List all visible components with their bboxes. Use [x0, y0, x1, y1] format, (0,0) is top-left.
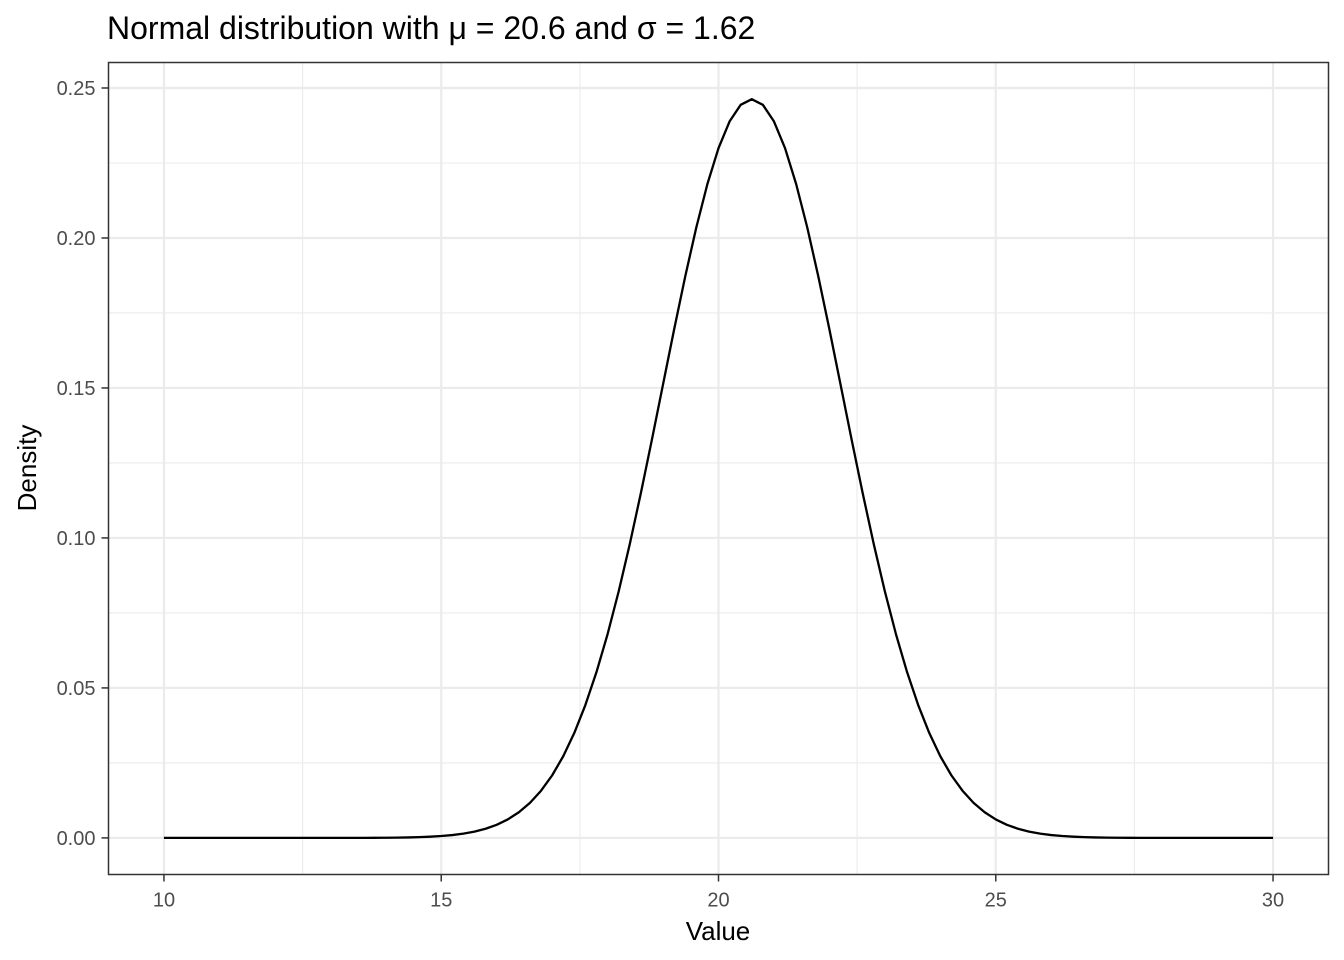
- x-tick-label: 25: [985, 890, 1007, 912]
- x-axis-ticks: 10 15 20 25 30: [153, 874, 1284, 912]
- y-tick-label: 0.15: [57, 378, 96, 400]
- y-tick-label: 0.25: [57, 78, 96, 100]
- y-tick-label: 0.20: [57, 228, 96, 250]
- y-tick-label: 0.10: [57, 528, 96, 550]
- x-axis-title: Value: [686, 916, 751, 946]
- density-curve: [163, 98, 1274, 840]
- x-tick-label: 20: [707, 890, 729, 912]
- y-axis-title: Density: [12, 425, 42, 512]
- major-gridlines: [108, 62, 1329, 875]
- x-tick-label: 30: [1262, 890, 1284, 912]
- x-tick-label: 10: [153, 890, 175, 912]
- y-tick-label: 0.00: [57, 828, 96, 850]
- chart-title: Normal distribution with μ = 20.6 and σ …: [107, 10, 755, 46]
- x-tick-label: 15: [430, 890, 452, 912]
- y-axis-ticks: 0.00 0.05 0.10 0.15 0.20 0.25: [57, 78, 109, 850]
- y-tick-label: 0.05: [57, 678, 96, 700]
